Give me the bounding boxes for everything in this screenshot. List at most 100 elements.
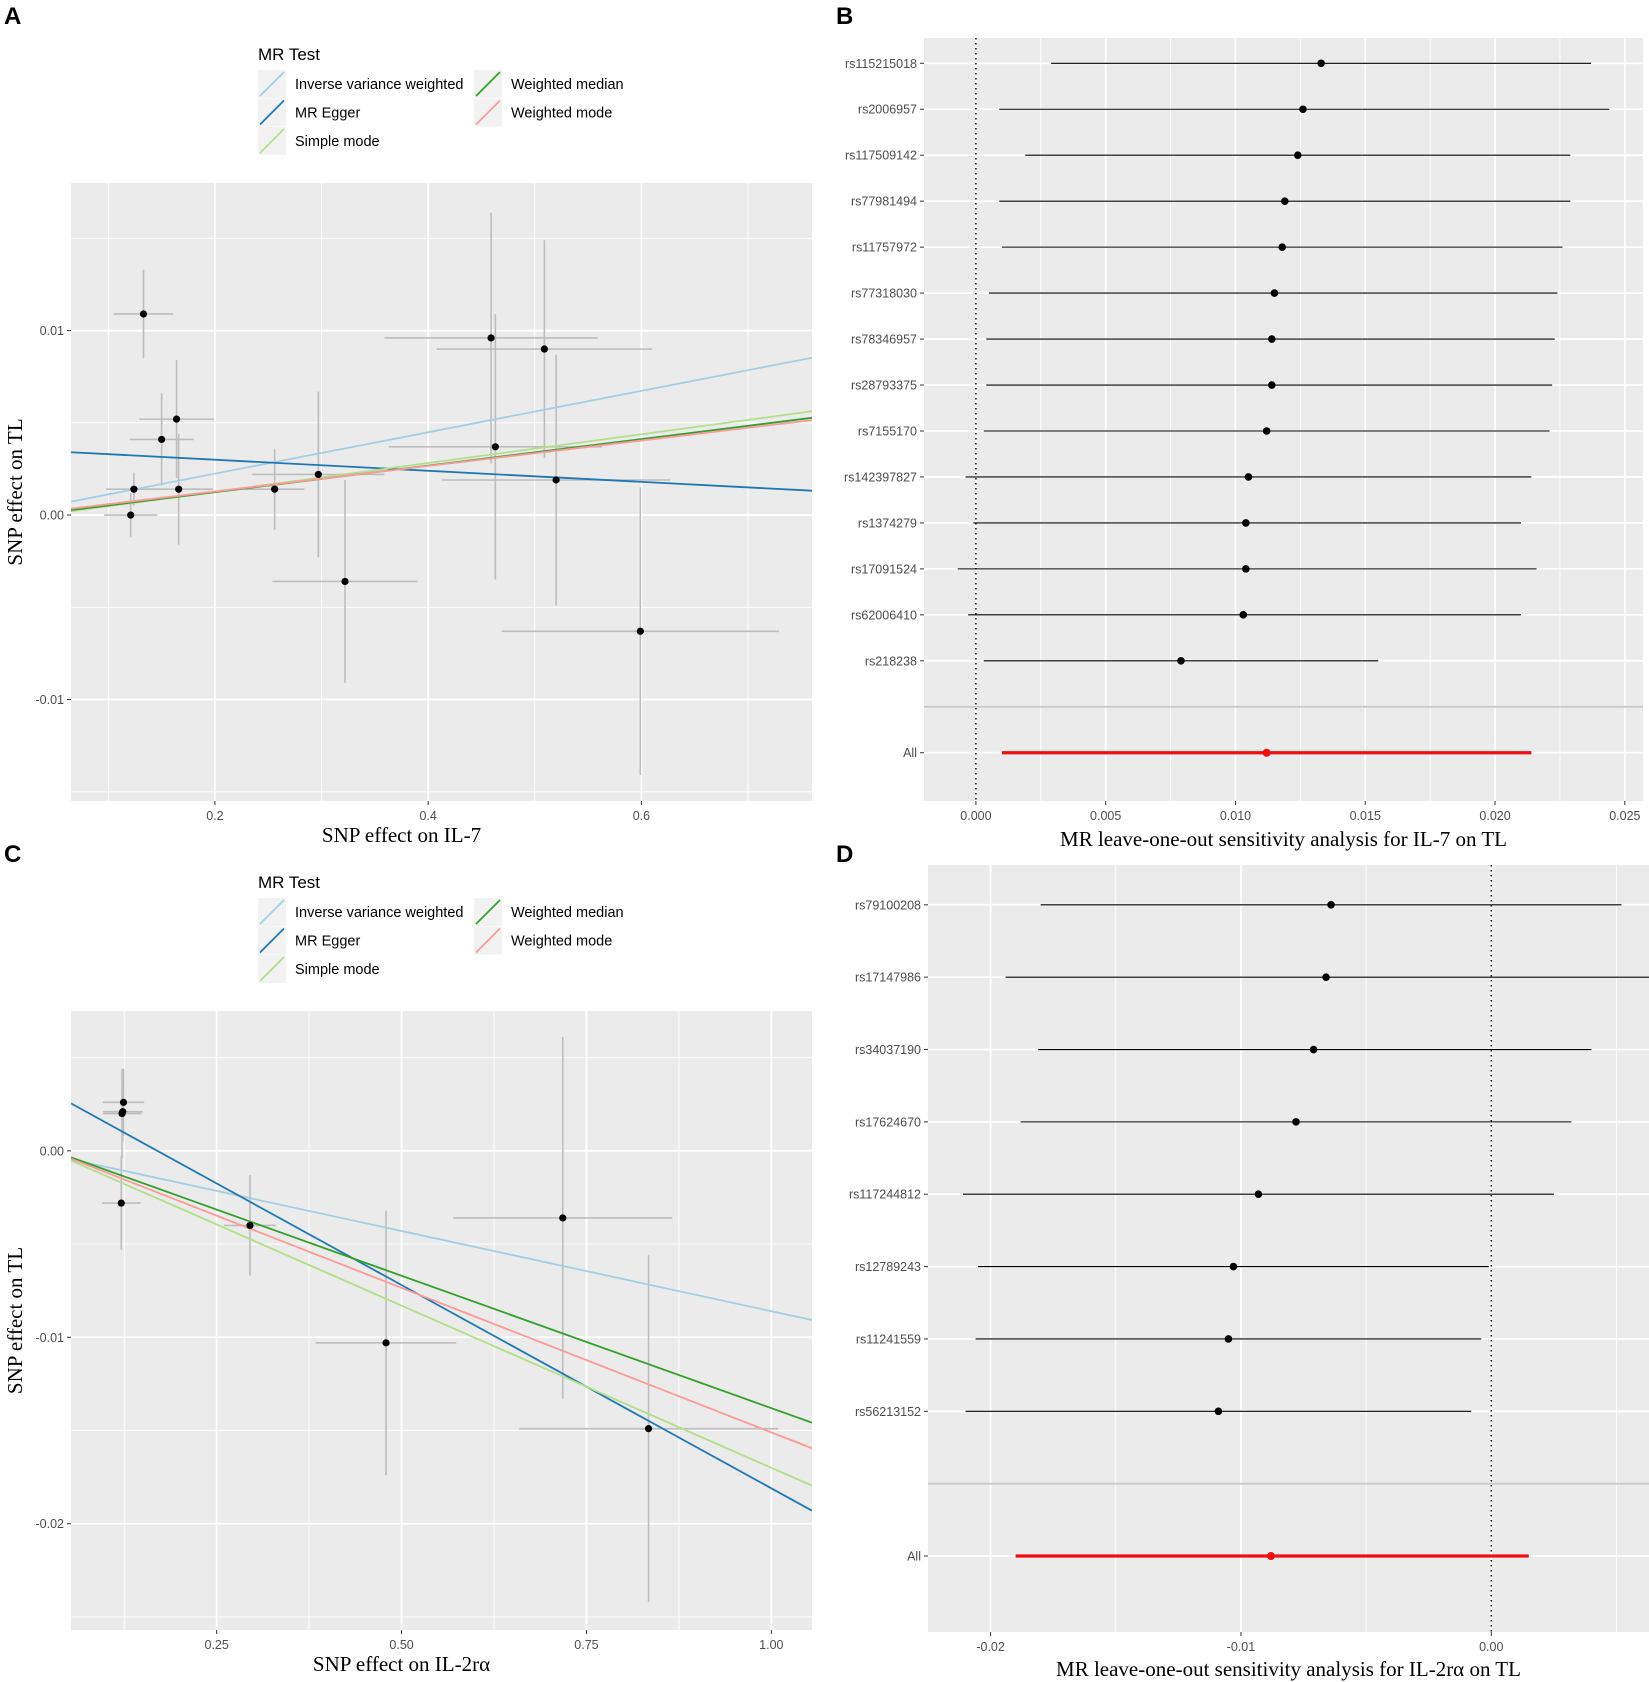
x-tick-label: 0.25	[205, 1638, 229, 1652]
x-tick-label: 1.00	[759, 1638, 783, 1652]
snp-label: rs117244812	[849, 1188, 921, 1202]
data-point	[172, 415, 181, 423]
panel-letter-d: D	[836, 841, 853, 868]
data-point	[559, 1214, 567, 1222]
y-tick-label: -0.01	[36, 693, 65, 707]
snp-label: rs17147986	[855, 971, 921, 985]
plot-background	[71, 183, 812, 801]
overall-label: All	[907, 1550, 921, 1564]
legend-key-line	[475, 99, 501, 126]
plot-area	[71, 212, 812, 776]
data-point	[644, 1425, 653, 1433]
x-tick-label: 0.010	[1220, 809, 1251, 823]
panel-letter-a: A	[4, 3, 21, 30]
estimate-point	[1254, 1190, 1263, 1199]
legend-label: Weighted mode	[511, 106, 612, 122]
snp-label: rs11241559	[856, 1332, 921, 1346]
data-point	[341, 577, 349, 586]
estimate-point	[1177, 657, 1185, 665]
legend-key-line	[259, 71, 285, 97]
y-tick-label: 0.00	[40, 1144, 64, 1158]
estimate-point	[1317, 59, 1325, 68]
x-tick-label: -0.02	[976, 1640, 1005, 1654]
plot-background	[924, 38, 1643, 801]
x-axis-title: SNP effect on IL-7	[322, 823, 481, 847]
scatter-panel-c: 0.25 0.50 0.75 1.00 -0.02 -0.01 0.00 SNP effect…	[3, 873, 812, 1676]
x-tick-label: 0.00	[1479, 1640, 1503, 1654]
estimate-point	[1242, 519, 1250, 527]
estimate-point	[1299, 105, 1307, 114]
legend-label: Simple mode	[295, 134, 380, 150]
regression-line	[71, 1102, 812, 1512]
snp-label: rs11757972	[852, 241, 917, 255]
data-point	[382, 1339, 390, 1347]
estimate-point	[1224, 1335, 1233, 1343]
legend-key-line	[475, 899, 501, 925]
snp-label: rs79100208	[855, 898, 921, 912]
forest-panel-b: 0.000 0.005 0.010 0.015 0.020 0.025 rs11521501…	[844, 38, 1643, 851]
legend-label: MR Egger	[295, 934, 360, 950]
x-tick-label: 0.6	[633, 809, 650, 823]
estimate-point	[1244, 473, 1253, 481]
y-tick-label: -0.02	[36, 1517, 65, 1531]
data-point	[487, 334, 495, 342]
x-tick-label: 0.75	[574, 1638, 598, 1652]
data-point	[175, 485, 183, 493]
plot-area	[71, 1037, 812, 1603]
legend: MR Test Inverse variance weighted MR Egger…	[258, 45, 624, 155]
legend-title: MR Test	[258, 45, 320, 64]
estimate-point	[1239, 611, 1248, 619]
legend: MR Test Inverse variance weighted MR Egger…	[258, 873, 624, 983]
snp-label: rs218238	[865, 654, 917, 668]
x-tick-label: 0.4	[419, 809, 436, 823]
data-point	[246, 1221, 254, 1230]
legend-label: Inverse variance weighted	[295, 905, 463, 921]
forest-panel-d: -0.02 -0.01 0.00 rs79100208 rs17147986 rs3403…	[849, 865, 1649, 1681]
legend-key-line	[259, 99, 285, 126]
estimate-point	[1278, 243, 1287, 251]
data-point	[271, 485, 279, 493]
estimate-point	[1327, 900, 1335, 909]
estimate-point	[1293, 151, 1302, 160]
estimate-point	[1322, 973, 1330, 981]
legend-key-line	[259, 956, 285, 982]
data-point	[117, 1199, 125, 1207]
data-point	[540, 345, 548, 353]
data-point	[158, 435, 166, 444]
regression-line	[71, 1158, 812, 1321]
legend-label: Weighted median	[511, 905, 624, 921]
snp-label: rs17624670	[855, 1115, 921, 1129]
x-axis-title: MR leave-one-out sensitivity analysis fo…	[1060, 827, 1507, 851]
y-tick-label: 0.01	[40, 324, 64, 338]
snp-label: rs77981494	[851, 195, 917, 209]
estimate-point	[1309, 1045, 1318, 1054]
estimate-point	[1268, 381, 1276, 389]
estimate-point	[1292, 1118, 1300, 1126]
snp-label: rs7155170	[858, 424, 917, 438]
regression-line	[71, 419, 812, 510]
legend-key-line	[259, 128, 285, 154]
y-tick-label: 0.00	[40, 509, 64, 523]
data-point	[314, 470, 322, 479]
data-point	[119, 1098, 128, 1106]
plot-background	[928, 865, 1649, 1632]
estimate-point	[1229, 1262, 1238, 1271]
estimate-point	[1280, 197, 1289, 205]
x-tick-label: 0.020	[1479, 809, 1510, 823]
snp-label: rs56213152	[855, 1405, 921, 1419]
legend-key-line	[475, 927, 501, 954]
x-tick-label: 0.50	[389, 1638, 413, 1652]
x-tick-label: 0.000	[960, 809, 991, 823]
x-axis-title: SNP effect on IL-2rα	[313, 1652, 490, 1676]
data-point	[119, 1108, 127, 1116]
overall-estimate-point	[1266, 1552, 1275, 1561]
overall-estimate-point	[1262, 748, 1271, 757]
snp-label: rs34037190	[855, 1043, 921, 1057]
snp-label: rs12789243	[855, 1260, 921, 1274]
snp-label: rs17091524	[851, 562, 917, 576]
plot-background	[71, 1011, 812, 1630]
estimate-point	[1214, 1407, 1223, 1416]
overall-label: All	[903, 746, 917, 760]
legend-key-line	[259, 899, 285, 925]
